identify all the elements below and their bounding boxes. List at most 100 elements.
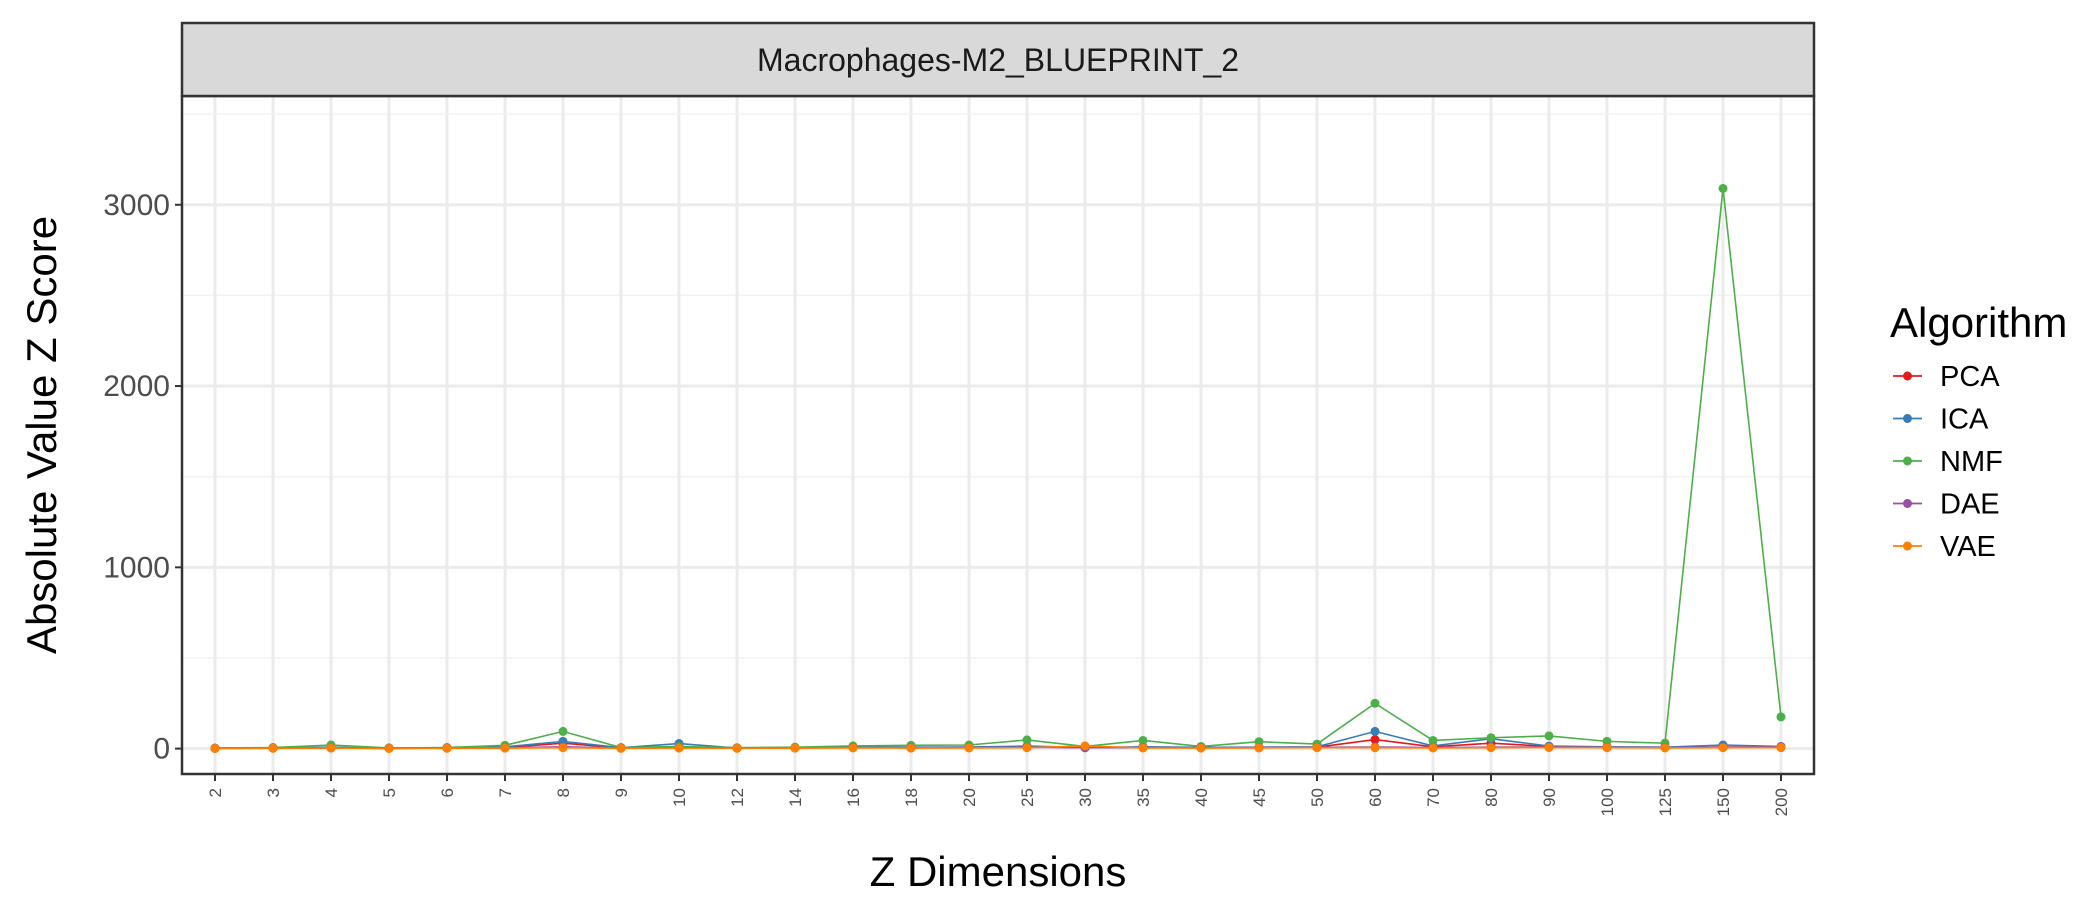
x-tick-label: 18 [902,788,921,807]
x-tick-label: 25 [1018,788,1037,807]
series-line [214,188,1782,749]
x-tick-label: 3 [264,788,283,797]
x-tick-label: 12 [728,788,747,807]
chart-title: Macrophages-M2_BLUEPRINT_2 [757,42,1239,78]
data-point [210,743,220,753]
legend-label: ICA [1940,404,1989,436]
data-point [1370,743,1380,753]
facet-strip [180,21,1816,98]
legend: Algorithm PCA ICA NMF DAE VAE [1890,299,2067,563]
legend-item-dae: DAE [1893,489,2000,521]
data-point [558,726,568,736]
data-point [1370,735,1380,745]
data-point [1428,743,1438,753]
legend-item-vae: VAE [1893,531,1996,563]
data-point [1022,743,1032,753]
x-tick-label: 35 [1134,788,1153,807]
x-tick-label: 45 [1250,788,1269,807]
x-tick-label: 40 [1192,788,1211,807]
legend-label: DAE [1940,489,2000,521]
data-point [1544,743,1554,753]
x-tick-label: 125 [1656,788,1675,816]
data-point [1718,743,1728,753]
x-tick-label: 10 [670,788,689,807]
data-point [1544,731,1554,741]
legend-item-ica: ICA [1893,404,1989,436]
x-tick-label: 4 [322,788,341,797]
x-tick-label: 6 [438,788,457,797]
data-point [1428,735,1438,745]
x-tick-label: 30 [1076,788,1095,807]
data-point [964,743,974,753]
data-point [674,743,684,753]
x-tick-label: 90 [1540,788,1559,807]
data-point [1370,726,1380,736]
data-point [790,743,800,753]
y-axis: 0 1000 2000 3000 [103,189,182,766]
x-tick-label: 7 [496,788,515,797]
legend-key-point [1903,414,1912,423]
minor-gridlines [182,113,1814,659]
x-tick-label: 2 [206,788,225,797]
y-tick-label: 1000 [103,551,170,584]
data-point [1080,741,1090,751]
data-point [1138,735,1148,745]
data-point [1370,698,1380,708]
x-tick-label: 8 [554,788,573,797]
x-tick-label: 150 [1714,788,1733,816]
legend-title: Algorithm [1890,299,2067,346]
series-vae [210,741,1786,753]
data-point [1602,743,1612,753]
x-tick-label: 60 [1366,788,1385,807]
data-point [558,743,568,753]
data-point [1138,743,1148,753]
y-tick-label: 2000 [103,370,170,403]
x-tick-label: 100 [1598,788,1617,816]
data-point [1776,712,1786,722]
x-axis: 2 3 4 5 6 7 8 9 10 12 14 16 18 20 25 30 35 40 45 50 60 70 80 90… [206,774,1791,816]
data-point [1776,743,1786,753]
series-layer [210,183,1786,753]
legend-key-point [1903,541,1912,551]
data-point [442,743,452,753]
data-point [1660,743,1670,753]
legend-key-point [1903,371,1912,381]
x-tick-label: 9 [612,788,631,797]
data-point [1486,743,1496,753]
legend-label: NMF [1940,446,2003,478]
x-tick-label: 70 [1424,788,1443,807]
data-point [500,743,510,753]
x-tick-label: 5 [380,788,399,797]
data-point [384,743,394,753]
x-tick-label: 80 [1482,788,1501,807]
data-point [1718,183,1728,193]
data-point [732,743,742,753]
legend-key-point [1903,499,1912,508]
data-point [1196,743,1206,753]
legend-item-nmf: NMF [1893,446,2003,478]
y-tick-label: 3000 [103,189,170,222]
major-gridlines [182,96,1814,774]
x-tick-label: 50 [1308,788,1327,807]
data-point [1254,743,1264,753]
x-tick-label: 16 [844,788,863,807]
y-tick-label: 0 [153,733,170,766]
data-point [1312,743,1322,753]
data-point [1022,735,1032,745]
x-tick-label: 20 [960,788,979,807]
data-point [848,743,858,753]
data-point [1486,733,1496,743]
legend-item-pca: PCA [1893,361,2000,393]
legend-label: PCA [1940,361,2000,393]
x-axis-title: Z Dimensions [870,848,1127,895]
data-point [906,743,916,753]
data-point [616,743,626,753]
x-tick-label: 200 [1772,788,1791,816]
legend-key-point [1903,456,1912,466]
data-point [326,743,336,753]
x-tick-label: 14 [786,788,805,807]
plot-panel [182,96,1814,774]
series-line [214,745,1782,750]
y-axis-title: Absolute Value Z Score [18,216,65,654]
